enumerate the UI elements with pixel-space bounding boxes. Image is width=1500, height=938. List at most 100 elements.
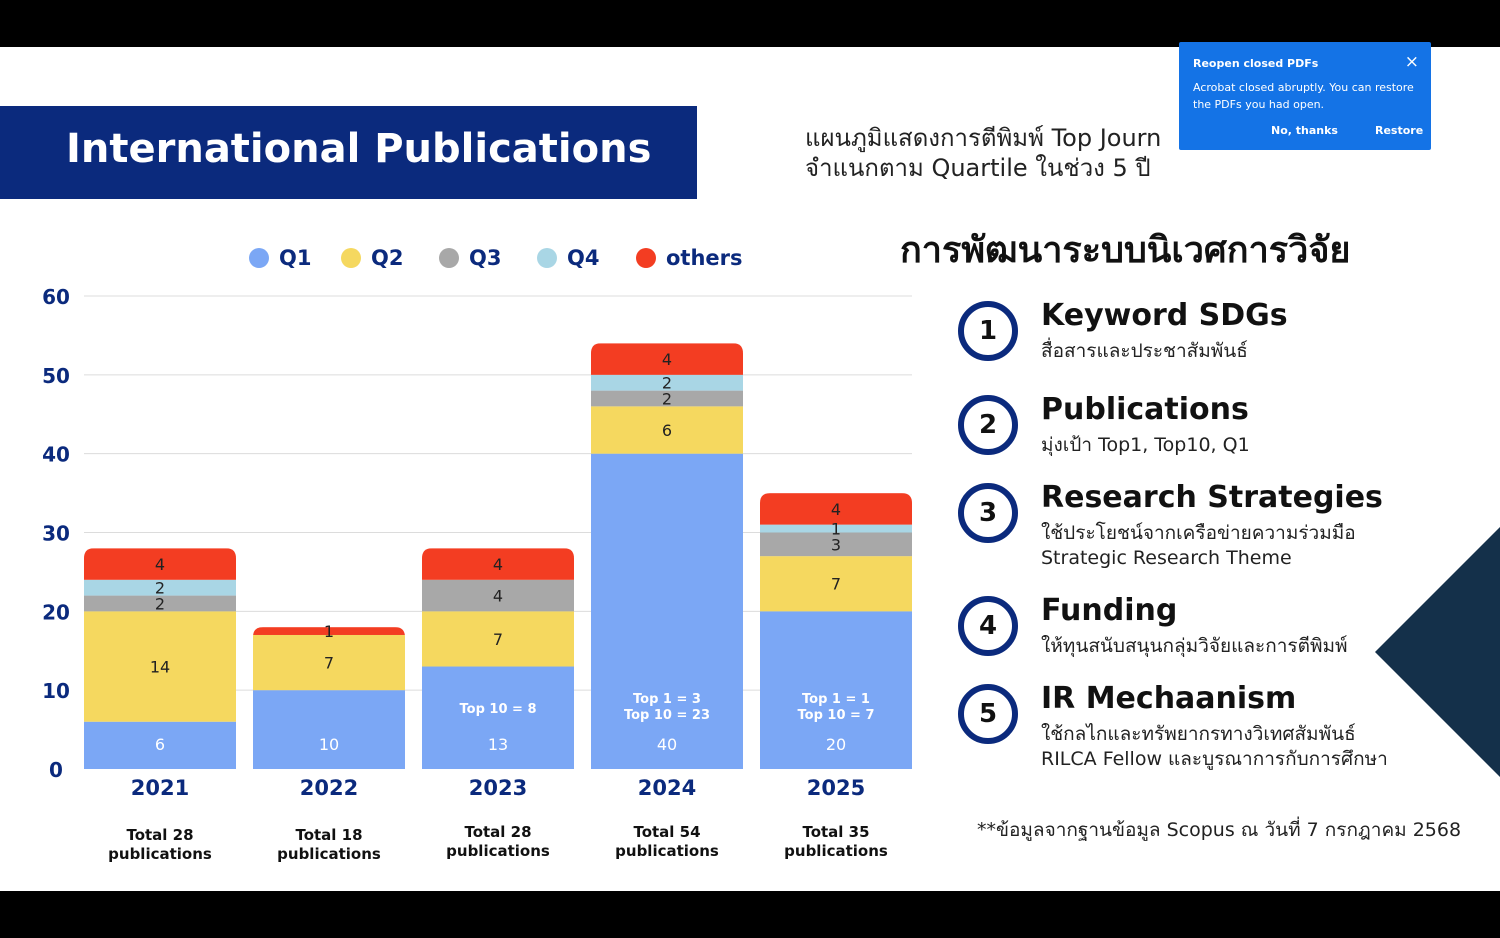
legend-marker	[537, 248, 557, 268]
y-tick-label: 50	[42, 364, 70, 388]
top-label: Top 10 = 7	[798, 708, 875, 723]
notification-message: Acrobat closed abruptly. You can restore…	[1193, 81, 1414, 111]
total-label: Total 54	[633, 823, 700, 841]
total-label: Total 28	[464, 823, 531, 841]
bar-2021	[84, 548, 236, 769]
no-thanks-button[interactable]: No, thanks	[1271, 124, 1338, 137]
y-tick-label: 40	[42, 443, 70, 467]
subtitle-line-1: แผนภูมิแสดงการตีพิมพ์ Top Journ	[805, 124, 1162, 152]
bar-segment-q1	[591, 453, 743, 769]
data-label: 20	[826, 735, 846, 754]
item-desc-line: Strategic Research Theme	[1041, 547, 1292, 569]
legend-label: Q3	[469, 246, 501, 270]
bar-segment-q2	[422, 611, 574, 667]
total-label: publications	[277, 845, 381, 863]
bar-2024	[591, 343, 743, 769]
bar-2025	[760, 493, 912, 769]
bar-segment-q3	[591, 390, 743, 407]
number-badge: 5	[958, 684, 1018, 744]
bar-2022	[253, 627, 405, 769]
item-desc-line: มุ่งเป้า Top1, Top10, Q1	[1041, 434, 1250, 456]
total-label: publications	[446, 842, 550, 860]
legend-marker	[439, 248, 459, 268]
data-label: 3	[831, 535, 841, 554]
item-desc-line: RILCA Fellow และบูรณาการกับการศึกษา	[1041, 748, 1388, 770]
slide-title: International Publications	[66, 126, 652, 172]
item-title: Keyword SDGs	[1041, 298, 1288, 333]
data-label: 2	[155, 594, 165, 613]
item-desc-line: สื่อสารและประชาสัมพันธ์	[1041, 340, 1248, 362]
item-title: Publications	[1041, 392, 1249, 427]
bar-segment-q4	[84, 579, 236, 596]
x-tick-label: 2024	[638, 776, 696, 800]
data-label: 7	[324, 654, 334, 673]
item-description: มุ่งเป้า Top1, Top10, Q1	[1041, 433, 1250, 458]
decorative-triangle	[1375, 527, 1500, 777]
data-label: 2	[662, 374, 672, 393]
data-label: 2	[155, 579, 165, 598]
total-label: publications	[615, 842, 719, 860]
number-badge: 3	[958, 483, 1018, 543]
close-icon[interactable]: ×	[1404, 52, 1419, 72]
title-banner: International Publications	[0, 106, 697, 199]
number-badge: 4	[958, 596, 1018, 656]
legend-marker	[636, 248, 656, 268]
bar-segment-q3	[760, 532, 912, 557]
bar-2023	[422, 548, 574, 769]
data-label: 4	[493, 555, 503, 574]
subtitle-line-2: จำแนกตาม Quartile ในช่วง 5 ปี	[805, 154, 1151, 182]
bar-segment-others	[253, 627, 405, 635]
bar-segment-q1	[760, 611, 912, 769]
data-label: 6	[662, 421, 672, 440]
item-title: IR Mechaanism	[1041, 681, 1297, 716]
total-label: Total 18	[295, 826, 362, 844]
data-label: 14	[150, 658, 170, 677]
number-badge: 1	[958, 301, 1018, 361]
top-label: Top 1 = 1	[802, 692, 870, 707]
ecosystem-heading: การพัฒนาระบบนิเวศการวิจัย	[900, 230, 1351, 271]
chart-description: แผนภูมิแสดงการตีพิมพ์ Top Journ จำแนกตาม…	[805, 123, 1161, 183]
item-description: ใช้กลไกและทรัพยากรทางวิเทศสัมพันธ์ RILCA…	[1041, 722, 1388, 772]
data-label: 1	[831, 520, 841, 539]
data-label: 7	[831, 575, 841, 594]
x-tick-label: 2022	[300, 776, 358, 800]
item-description: ให้ทุนสนับสนุนกลุ่มวิจัยและการตีพิมพ์	[1041, 634, 1348, 659]
bar-segment-others	[84, 548, 236, 580]
y-tick-label: 20	[42, 600, 70, 624]
y-tick-label: 30	[42, 522, 70, 546]
bar-segment-q4	[760, 524, 912, 533]
y-tick-label: 60	[42, 285, 70, 309]
notification-title: Reopen closed PDFs	[1193, 57, 1319, 70]
item-desc-line: ใช้กลไกและทรัพยากรทางวิเทศสัมพันธ์	[1041, 723, 1356, 745]
total-label: Total 35	[802, 823, 869, 841]
bar-segment-q1	[84, 721, 236, 769]
data-label: 4	[493, 587, 503, 606]
bar-segment-others	[422, 548, 574, 580]
reopen-pdfs-notification: Reopen closed PDFs × Acrobat closed abru…	[1179, 42, 1431, 150]
item-desc-line: ใช้ประโยชน์จากเครือข่ายความร่วมมือ	[1041, 522, 1356, 544]
top-label: Top 1 = 3	[633, 692, 701, 707]
data-label: 2	[662, 389, 672, 408]
top-label: Top 10 = 23	[624, 708, 710, 723]
restore-button[interactable]: Restore	[1375, 124, 1424, 137]
x-tick-label: 2025	[807, 776, 865, 800]
bar-segment-q3	[422, 579, 574, 612]
data-label: 4	[155, 555, 165, 574]
x-tick-label: 2021	[131, 776, 189, 800]
y-tick-label: 10	[42, 679, 70, 703]
top-label: Top 10 = 8	[460, 702, 537, 717]
bar-segment-q1	[253, 690, 405, 769]
data-label: 4	[662, 350, 672, 369]
total-label: publications	[784, 842, 888, 860]
legend-label: Q1	[279, 246, 311, 270]
slide: International Publications แผนภูมิแสดงกา…	[0, 47, 1500, 891]
legend-label: others	[666, 246, 743, 270]
bar-segment-q2	[253, 634, 405, 691]
data-label: 1	[324, 622, 334, 641]
item-title: Research Strategies	[1041, 480, 1383, 515]
legend-label: Q4	[567, 246, 599, 270]
item-desc-line: ให้ทุนสนับสนุนกลุ่มวิจัยและการตีพิมพ์	[1041, 635, 1348, 657]
legend-label: Q2	[371, 246, 403, 270]
data-label: 6	[155, 735, 165, 754]
